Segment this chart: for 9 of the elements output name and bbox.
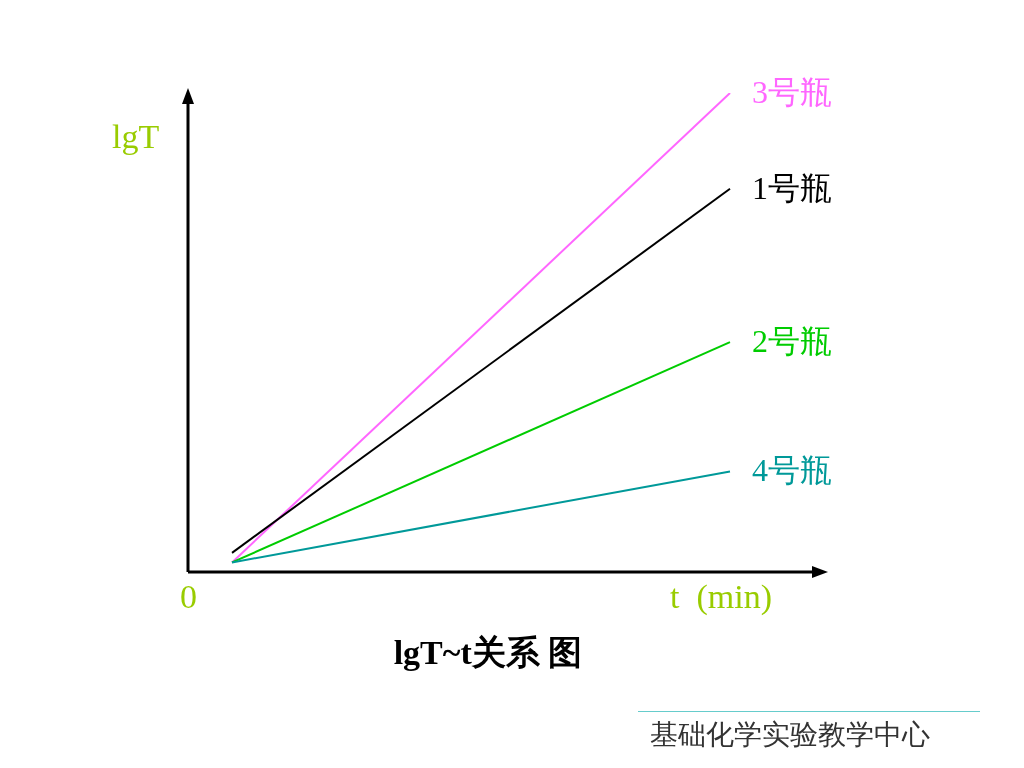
text: lgT~t关系 图 (392, 633, 584, 673)
x-axis-title: t (min) (670, 578, 772, 616)
series-label: 4号瓶 (752, 452, 832, 489)
text: 基础化学实验教学中心 (650, 718, 930, 752)
y-axis-title: lgT (112, 118, 160, 156)
series-label: 2号瓶 (752, 323, 832, 360)
series-label: 3号瓶 (752, 74, 832, 110)
text: 0 (180, 578, 197, 616)
series-label: 1号瓶 (752, 169, 832, 206)
